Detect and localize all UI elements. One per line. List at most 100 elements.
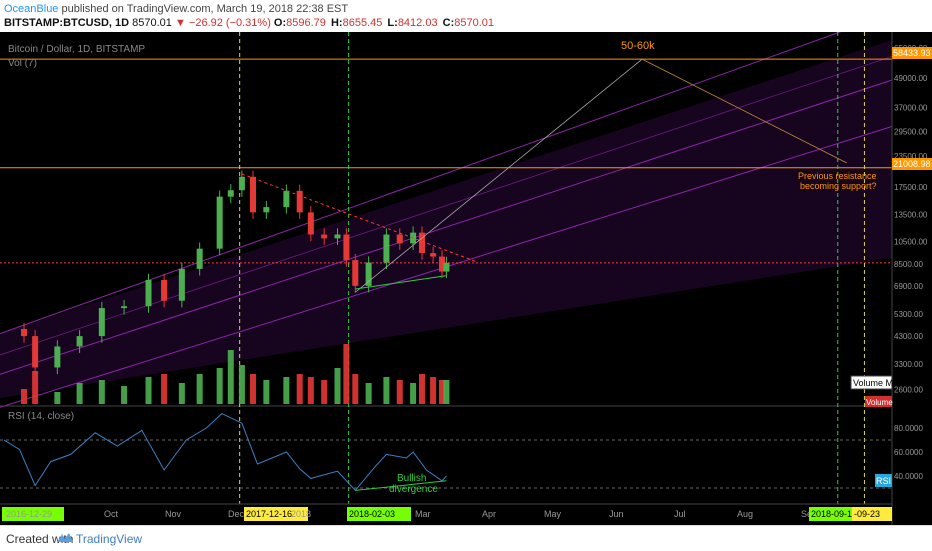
open-value: 8596.79 xyxy=(286,17,326,29)
date-flag-yellow xyxy=(244,507,308,521)
volume-bar xyxy=(352,374,359,404)
candle-body xyxy=(352,260,359,286)
support-annotation-line1: Previous resistance xyxy=(798,171,877,181)
price-change: ▼ −26.92 (−0.31%) xyxy=(174,17,271,29)
candle-body xyxy=(283,190,290,208)
candle-body xyxy=(334,234,341,239)
candle-body xyxy=(145,279,152,307)
tradingview-brand[interactable]: TradingView xyxy=(76,532,143,546)
volume-bar xyxy=(121,386,128,404)
bullish-annotation-line2: divergence xyxy=(389,484,438,495)
price-tick-label: 37000.00 xyxy=(894,104,928,113)
volume-bar xyxy=(439,380,445,404)
chart-text-layer: Bitcoin / Dollar, 1D, BITSTAMP Vol (7) R… xyxy=(8,40,877,495)
volume-bar xyxy=(418,374,425,404)
price-tick-label: 6900.00 xyxy=(894,282,923,291)
time-tick-label: Jul xyxy=(674,509,686,519)
open-label: O: xyxy=(273,17,287,29)
price-tick-label: 3300.00 xyxy=(894,360,923,369)
volume-bar xyxy=(296,374,303,404)
pane-title: Bitcoin / Dollar, 1D, BITSTAMP xyxy=(8,44,145,55)
time-tick-label: Jun xyxy=(609,509,624,519)
channel-line xyxy=(0,79,893,375)
price-tick-label: 4300.00 xyxy=(894,332,923,341)
publish-info: OceanBlue published on TradingView.com, … xyxy=(4,2,348,16)
volume-bar xyxy=(250,374,257,404)
volume-bar xyxy=(216,368,223,404)
volume-bar xyxy=(283,377,290,404)
candle-body xyxy=(321,234,328,239)
time-tick-label: Dec xyxy=(228,509,245,519)
time-tick-label: Aug xyxy=(737,509,753,519)
volume-bar xyxy=(365,383,372,404)
candle-body xyxy=(98,308,105,337)
created-with-text: Created with xyxy=(6,532,74,546)
candle-body xyxy=(227,190,234,197)
price-21008-badge-label: 21008.98 xyxy=(893,159,931,169)
volume-bar xyxy=(21,389,28,404)
candle-body xyxy=(443,262,450,272)
volume-bar xyxy=(321,380,328,404)
time-tick-label: 2016-12-29 xyxy=(6,509,52,519)
bullish-annotation-line1: Bullish xyxy=(397,473,426,484)
rsi-indicator-label: RSI (14, close) xyxy=(8,411,74,422)
time-tick-label: 2018-09-11 xyxy=(811,509,856,519)
volume-bar xyxy=(410,383,417,404)
candle-body xyxy=(238,176,245,191)
price-tick-label: 29500.00 xyxy=(894,128,928,137)
time-tick-label: 2018 xyxy=(291,509,311,519)
volume-bar xyxy=(178,383,185,404)
volume-ma-badge xyxy=(850,375,893,390)
volume-badge xyxy=(865,396,892,407)
candle-body xyxy=(196,248,203,269)
author-link[interactable]: OceanBlue xyxy=(4,3,59,15)
volume-ma-badge-label: Volume MA xyxy=(853,378,899,388)
price-tick-label: 10500.00 xyxy=(894,237,928,246)
candle-body xyxy=(396,234,403,244)
candle-body xyxy=(343,234,350,261)
volume-bar xyxy=(430,377,437,404)
price-tick-label: 2600.00 xyxy=(894,386,923,395)
time-tick-label: Oct xyxy=(104,509,119,519)
candle-body xyxy=(216,196,223,249)
volume-bar xyxy=(443,380,450,404)
price-tick-label: 13500.00 xyxy=(894,211,928,220)
rsi-pane[interactable]: 80.0000 60.0000 40.0000 xyxy=(0,413,923,492)
volume-bar xyxy=(263,380,270,404)
time-tick-label: -09-23 xyxy=(854,509,880,519)
candle-body xyxy=(418,232,425,254)
price-58433-badge-label: 58433.93 xyxy=(893,48,931,58)
candle-body xyxy=(439,256,445,272)
rsi-line xyxy=(3,413,447,492)
time-tick-label: Se xyxy=(801,509,812,519)
close-value: 8570.01 xyxy=(454,17,495,29)
main-pane[interactable] xyxy=(0,32,893,504)
time-tick-label: 2018-02-03 xyxy=(349,509,395,519)
candle-body xyxy=(178,268,185,301)
publish-text: published on TradingView.com, March 19, … xyxy=(61,3,349,15)
volume-bar xyxy=(32,371,39,404)
target-annotation: 50-60k xyxy=(621,40,655,52)
close-label: C: xyxy=(442,17,455,29)
candle-body xyxy=(161,279,168,301)
rsi-tick-label: 60.0000 xyxy=(894,448,923,457)
rsi-badge-label: RSI xyxy=(876,476,891,486)
volume-indicator-label: Vol (7) xyxy=(8,58,37,69)
candle-body xyxy=(32,336,39,368)
rsi-tick-label: 80.0000 xyxy=(894,424,923,433)
low-label: L: xyxy=(387,17,398,29)
high-value: 8655.45 xyxy=(342,17,383,29)
tradingview-logo-icon xyxy=(57,533,73,542)
price-tick-label: 8500.00 xyxy=(894,260,923,269)
price-tick-label: 17500.00 xyxy=(894,183,928,192)
badges-layer: Volume MA Volume RSI 58433.93 21008.98 xyxy=(850,47,932,487)
candle-body xyxy=(76,336,83,347)
volume-bar xyxy=(307,377,314,404)
volume-bar xyxy=(238,365,245,404)
price-tick-label: 5300.00 xyxy=(894,310,923,319)
volume-bar xyxy=(145,377,152,404)
support-annotation-line2: becoming support? xyxy=(800,181,877,191)
candle-body xyxy=(430,253,437,257)
